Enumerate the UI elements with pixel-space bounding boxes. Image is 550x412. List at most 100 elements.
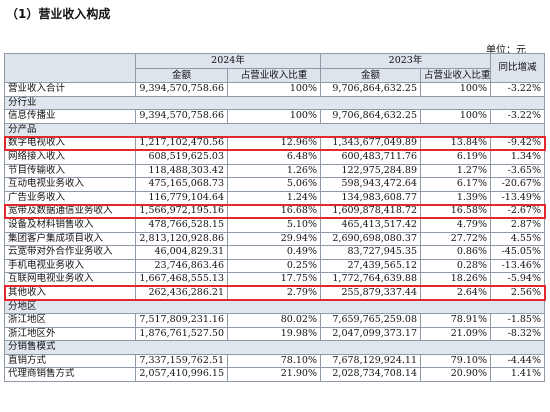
ratio-2024: 12.96% <box>227 136 321 151</box>
row-label: 其他收入 <box>4 285 136 301</box>
ratio-2024: 100% <box>227 82 321 97</box>
amount-2023: 134,983,608.77 <box>320 190 421 206</box>
amount-2024: 1,566,972,195.16 <box>135 204 228 219</box>
ratio-2023: 79.10% <box>420 353 491 369</box>
amount-2024: 9,394,570,758.66 <box>135 82 228 97</box>
ratio-2023: 13.84% <box>420 136 491 151</box>
section-label: 分行业 <box>4 95 545 111</box>
row-label: 宽带及数据通信业务收入 <box>4 204 136 219</box>
section-label: 分产品 <box>4 122 545 138</box>
table-row: 数字电视收入 1,217,102,470.56 12.96% 1,343,677,04… <box>3 135 546 152</box>
ratio-2023: 20.90% <box>420 367 491 383</box>
ratio-2024: 6.48% <box>227 149 321 165</box>
row-label: 设备及材料销售收入 <box>4 217 136 233</box>
section-row: 分销售模式 <box>4 340 545 355</box>
table-row: 设备及材料销售收入 478,766,528.15 5.10% 465,413,517.… <box>4 217 545 233</box>
yoy-change: 4.55% <box>490 231 545 247</box>
yoy-change: -5.94% <box>490 272 545 287</box>
row-label: 代理商销售方式 <box>4 367 136 383</box>
yoy-change: 1.34% <box>490 149 545 165</box>
ratio-2023: 1.39% <box>420 190 491 206</box>
section-label: 分销售模式 <box>4 340 545 355</box>
ratio-2024: 0.25% <box>227 258 321 274</box>
header-amount-2023: 金额 <box>320 68 421 83</box>
amount-2024: 475,165,068.73 <box>135 177 228 192</box>
row-label: 互联网电视业务收入 <box>4 272 136 287</box>
table-row: 信息传播业 9,394,570,758.66 100% 9,706,864,632.2… <box>4 109 545 124</box>
table-row: 广告业务收入 116,779,104.64 1.24% 134,983,608.77 1… <box>4 190 545 206</box>
ratio-2024: 21.90% <box>227 367 321 383</box>
amount-2024: 2,813,120,928.86 <box>135 231 228 247</box>
section-row: 分地区 <box>4 299 545 315</box>
table-row: 直销方式 7,337,159,762.51 78.10% 7,678,129,924.… <box>4 353 545 369</box>
ratio-2023: 100% <box>420 109 491 124</box>
ratio-2023: 18.26% <box>420 272 491 287</box>
amount-2023: 83,727,945.35 <box>320 245 421 260</box>
section-row: 分产品 <box>4 122 545 138</box>
yoy-change: 1.41% <box>490 367 545 383</box>
amount-2023: 122,975,284.89 <box>320 163 421 179</box>
amount-2024: 23,746,863.46 <box>135 258 228 274</box>
ratio-2023: 16.58% <box>420 204 491 219</box>
ratio-2024: 100% <box>227 109 321 124</box>
ratio-2023: 0.28% <box>420 258 491 274</box>
amount-2023: 2,047,099,373.17 <box>320 326 421 342</box>
table-row: 其他收入 262,436,286.21 2.79% 255,879,337.44 2.6… <box>3 285 546 301</box>
table-row: 互联网电视业务收入 1,667,468,555.13 17.75% 1,772,764… <box>4 272 545 287</box>
yoy-change: -3.65% <box>490 163 545 179</box>
ratio-2023: 21.09% <box>420 326 491 342</box>
ratio-2023: 100% <box>420 82 491 97</box>
row-label: 直销方式 <box>4 353 136 369</box>
amount-2024: 9,394,570,758.66 <box>135 109 228 124</box>
ratio-2023: 6.19% <box>420 149 491 165</box>
table-row: 营业收入合计 9,394,570,758.66 100% 9,706,864,632.… <box>4 82 545 97</box>
yoy-change: -4.44% <box>490 353 545 369</box>
table-row: 节目传输收入 118,488,303.42 1.26% 122,975,284.89 1… <box>4 163 545 179</box>
row-label: 数字电视收入 <box>4 136 136 151</box>
amount-2024: 118,488,303.42 <box>135 163 228 179</box>
amount-2024: 7,517,809,231.16 <box>135 313 228 328</box>
ratio-2023: 27.72% <box>420 231 491 247</box>
table-row: 浙江地区外 1,876,761,527.50 19.98% 2,047,099,373… <box>4 326 545 342</box>
amount-2024: 478,766,528.15 <box>135 217 228 233</box>
yoy-change: -20.67% <box>490 177 545 192</box>
table-row: 宽带及数据通信业务收入 1,566,972,195.16 16.68% 1,609,8… <box>3 203 546 220</box>
yoy-change: -8.32% <box>490 326 545 342</box>
section-title: （1）营业收入构成 <box>6 7 111 21</box>
header-amount-2024: 金额 <box>135 68 228 83</box>
table-row: 网络接入收入 608,519,625.03 6.48% 600,483,711.76 6… <box>4 149 545 165</box>
header-yoy: 同比增减 <box>490 53 545 83</box>
ratio-2024: 17.75% <box>227 272 321 287</box>
yoy-change: -3.22% <box>490 109 545 124</box>
unit-label: 单位：元 <box>486 45 526 56</box>
ratio-2023: 2.64% <box>420 285 491 301</box>
ratio-2024: 2.79% <box>227 285 321 301</box>
amount-2023: 1,772,764,639.88 <box>320 272 421 287</box>
yoy-change: -1.85% <box>490 313 545 328</box>
row-label: 互动电视业务收入 <box>4 177 136 192</box>
amount-2024: 2,057,410,996.15 <box>135 367 228 383</box>
section-label: 分地区 <box>4 299 545 315</box>
ratio-2024: 19.98% <box>227 326 321 342</box>
row-label: 节目传输收入 <box>4 163 136 179</box>
ratio-2024: 0.49% <box>227 245 321 260</box>
header-year-2024: 2024年 <box>135 53 321 69</box>
yoy-change: -3.22% <box>490 82 545 97</box>
yoy-change: -2.67% <box>490 204 545 219</box>
row-label: 云宽带对外合作业务收入 <box>4 245 136 260</box>
table-row: 云宽带对外合作业务收入 46,004,829.31 0.49% 83,727,945.… <box>4 245 545 260</box>
ratio-2023: 0.86% <box>420 245 491 260</box>
table-row: 代理商销售方式 2,057,410,996.15 21.90% 2,028,734,7… <box>4 367 545 383</box>
table-row: 集团客户集成项目收入 2,813,120,928.86 29.94% 2,690,69… <box>4 231 545 247</box>
ratio-2023: 6.17% <box>420 177 491 192</box>
amount-2023: 255,879,337.44 <box>320 285 421 301</box>
ratio-2023: 78.91% <box>420 313 491 328</box>
yoy-change: -9.42% <box>490 136 545 151</box>
row-label: 手机电视业务收入 <box>4 258 136 274</box>
row-label: 集团客户集成项目收入 <box>4 231 136 247</box>
ratio-2023: 1.27% <box>420 163 491 179</box>
amount-2023: 465,413,517.42 <box>320 217 421 233</box>
ratio-2024: 29.94% <box>227 231 321 247</box>
ratio-2024: 80.02% <box>227 313 321 328</box>
amount-2023: 2,028,734,708.14 <box>320 367 421 383</box>
